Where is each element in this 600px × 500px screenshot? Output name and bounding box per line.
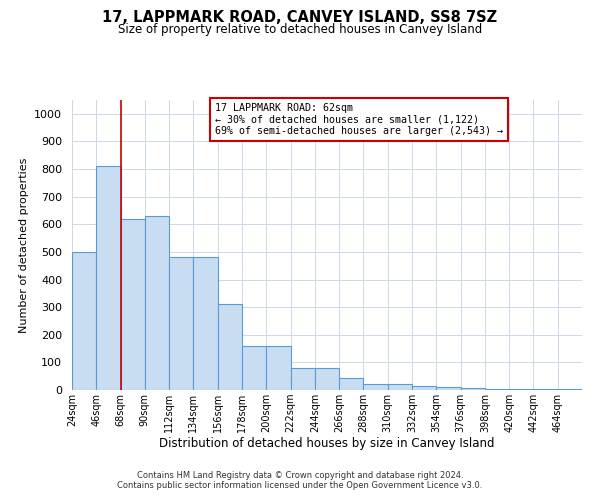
Text: 17, LAPPMARK ROAD, CANVEY ISLAND, SS8 7SZ: 17, LAPPMARK ROAD, CANVEY ISLAND, SS8 7S… bbox=[103, 10, 497, 25]
Bar bbox=[72, 252, 96, 390]
Bar bbox=[145, 216, 169, 390]
Y-axis label: Number of detached properties: Number of detached properties bbox=[19, 158, 29, 332]
Bar bbox=[315, 368, 339, 390]
Text: Contains HM Land Registry data © Crown copyright and database right 2024.
Contai: Contains HM Land Registry data © Crown c… bbox=[118, 470, 482, 490]
Bar bbox=[169, 258, 193, 390]
Bar bbox=[558, 389, 582, 390]
Bar bbox=[121, 219, 145, 390]
Bar bbox=[485, 389, 509, 390]
Bar bbox=[533, 389, 558, 390]
Bar bbox=[96, 166, 121, 390]
Bar bbox=[339, 378, 364, 390]
Bar bbox=[509, 389, 533, 390]
Text: 17 LAPPMARK ROAD: 62sqm
← 30% of detached houses are smaller (1,122)
69% of semi: 17 LAPPMARK ROAD: 62sqm ← 30% of detache… bbox=[215, 103, 503, 136]
Bar bbox=[388, 384, 412, 390]
Bar bbox=[364, 384, 388, 390]
Bar bbox=[242, 346, 266, 390]
Bar bbox=[218, 304, 242, 390]
Bar bbox=[290, 368, 315, 390]
Bar bbox=[266, 346, 290, 390]
Bar bbox=[436, 387, 461, 390]
Bar bbox=[461, 388, 485, 390]
Text: Distribution of detached houses by size in Canvey Island: Distribution of detached houses by size … bbox=[159, 438, 495, 450]
Bar bbox=[193, 258, 218, 390]
Text: Size of property relative to detached houses in Canvey Island: Size of property relative to detached ho… bbox=[118, 22, 482, 36]
Bar bbox=[412, 386, 436, 390]
